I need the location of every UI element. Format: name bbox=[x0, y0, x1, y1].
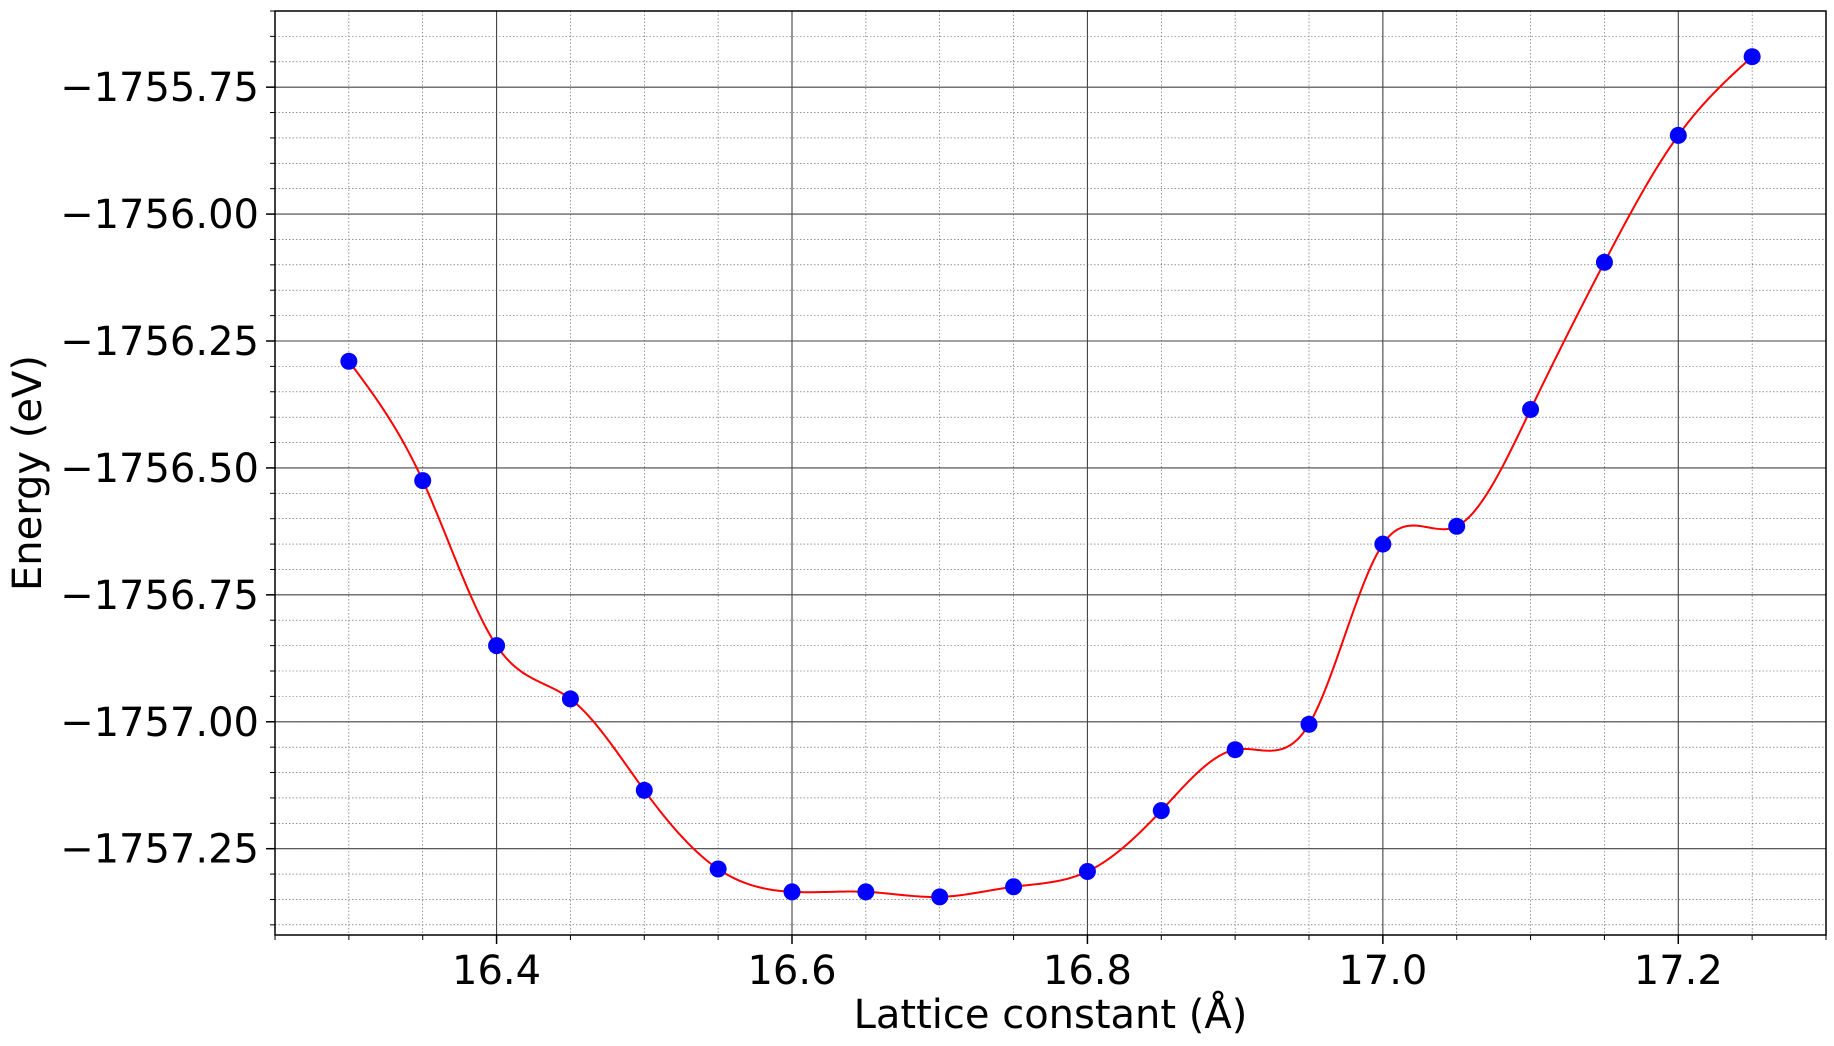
y-tick-labels: −1755.75 −1756.00 −1756.25 −1756.50 −1756.75… bbox=[60, 65, 259, 873]
axis-ticks bbox=[266, 10, 1827, 944]
major-grid bbox=[275, 11, 1826, 935]
minor-grid bbox=[274, 10, 1827, 935]
data-point bbox=[1374, 535, 1392, 553]
data-point bbox=[1743, 48, 1761, 66]
data-point bbox=[1152, 802, 1170, 820]
x-tick-label: 16.6 bbox=[747, 948, 836, 994]
data-point bbox=[1522, 401, 1540, 419]
data-point bbox=[1448, 517, 1466, 535]
data-point bbox=[1669, 126, 1687, 144]
data-point bbox=[783, 883, 801, 901]
data-point bbox=[414, 472, 432, 490]
data-point bbox=[931, 888, 949, 906]
y-tick-label: −1756.00 bbox=[60, 192, 259, 238]
fit-curve-layer bbox=[348, 55, 1753, 899]
x-tick-label: 16.8 bbox=[1043, 948, 1132, 994]
y-tick-label: −1756.50 bbox=[60, 446, 259, 492]
x-tick-label: 17.2 bbox=[1634, 948, 1723, 994]
data-points-layer bbox=[340, 48, 1761, 906]
y-axis-label: Energy (eV) bbox=[5, 355, 51, 591]
y-tick-label: −1756.25 bbox=[60, 319, 259, 365]
y-tick-label: −1757.00 bbox=[60, 700, 259, 746]
x-tick-label: 16.4 bbox=[452, 948, 541, 994]
data-point bbox=[561, 690, 579, 708]
data-point bbox=[709, 860, 727, 878]
x-tick-label: 17.0 bbox=[1338, 948, 1427, 994]
data-point bbox=[1595, 253, 1613, 271]
data-point bbox=[1078, 863, 1096, 881]
data-point bbox=[1226, 741, 1244, 759]
y-tick-label: −1755.75 bbox=[60, 65, 259, 111]
y-tick-label: −1757.25 bbox=[60, 827, 259, 873]
data-point bbox=[1300, 715, 1318, 733]
plot-frame bbox=[274, 10, 1827, 936]
data-point bbox=[1005, 878, 1023, 896]
data-point bbox=[635, 781, 653, 799]
fit-curve bbox=[348, 55, 1753, 899]
data-point bbox=[857, 883, 875, 901]
y-tick-label: −1756.75 bbox=[60, 573, 259, 619]
x-axis-label: Lattice constant (Å) bbox=[854, 990, 1248, 1038]
data-point bbox=[340, 352, 358, 370]
x-tick-labels: 16.4 16.6 16.8 17.0 17.2 bbox=[452, 948, 1723, 994]
data-point bbox=[488, 637, 506, 655]
